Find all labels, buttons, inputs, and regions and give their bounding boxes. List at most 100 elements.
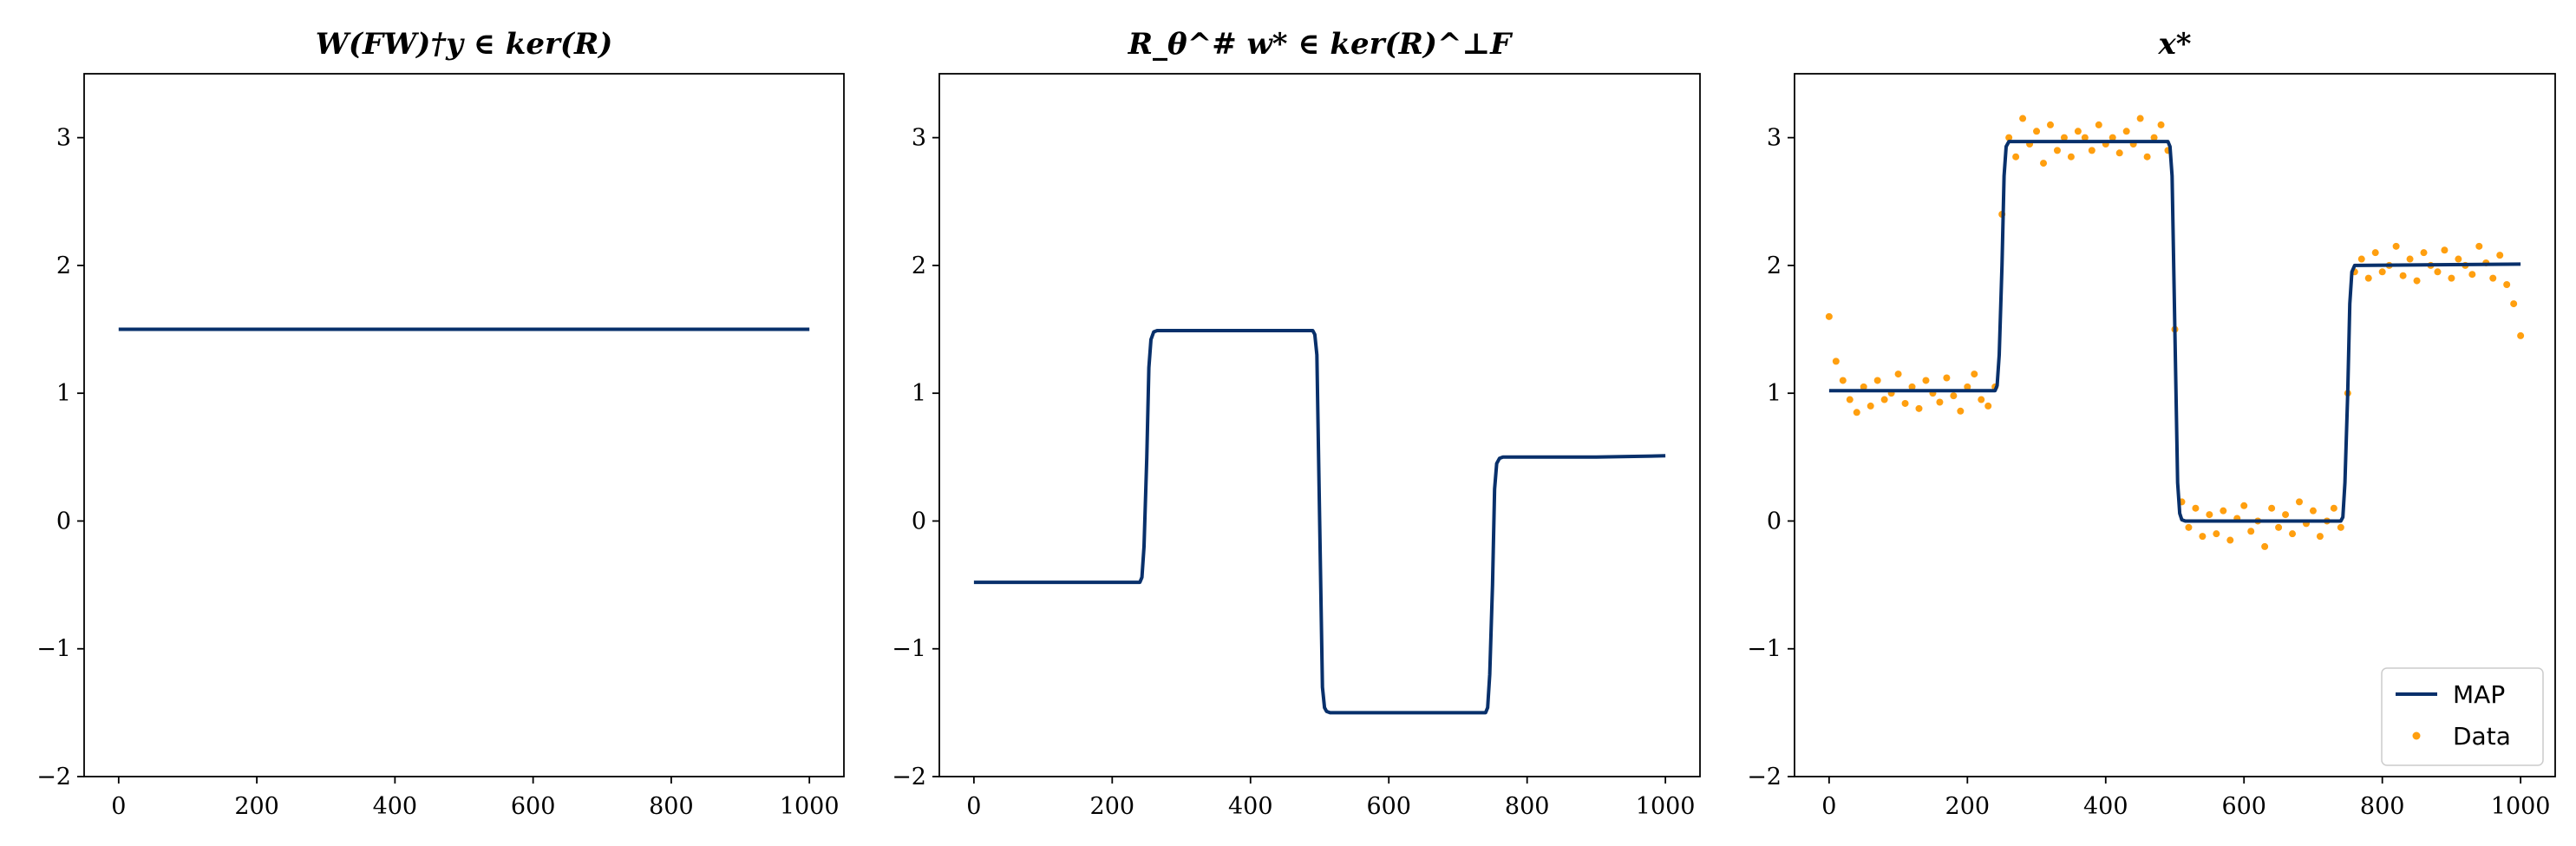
data-point [2330, 504, 2337, 512]
series-line [973, 329, 1666, 715]
axes-frame [1794, 73, 2556, 777]
x-tick-label: 0 [111, 793, 126, 820]
y-tick-label: 0 [1767, 508, 1782, 534]
x-tick-label: 1000 [1636, 793, 1696, 820]
data-point [2371, 249, 2379, 257]
data-point [2468, 271, 2476, 279]
data-point [1839, 377, 1847, 384]
data-point [2122, 128, 2130, 135]
axes-frame [938, 73, 1701, 777]
x-tick-label: 600 [511, 793, 556, 820]
data-point [1908, 383, 1916, 390]
data-point [2033, 128, 2041, 135]
data-point [2053, 147, 2061, 154]
data-point [2275, 523, 2283, 531]
data-point [2247, 528, 2255, 535]
data-point [2316, 533, 2324, 541]
y-tick-label: 1 [912, 380, 926, 407]
data-point [1922, 377, 1930, 384]
data-point [1971, 371, 1978, 378]
data-point [2012, 153, 2020, 161]
y-tick-label: 2 [912, 252, 926, 279]
y-tick-label: −2 [1747, 764, 1782, 790]
data-point [2185, 523, 2193, 531]
y-tick-label: −2 [892, 764, 926, 790]
x-tick-label: 600 [2221, 793, 2266, 820]
data-point [2081, 134, 2089, 141]
panel-1: W(FW)†y ∈ ker(R) 0 200 400 600 800 1000 −2 −1 0 1 2… [36, 27, 845, 820]
data-point [2489, 274, 2497, 282]
data-point [2136, 115, 2144, 122]
x-tick-label: 200 [1090, 793, 1135, 820]
data-point [2067, 153, 2075, 161]
x-tick-label: 200 [234, 793, 279, 820]
data-point [2378, 268, 2386, 276]
data-point [2357, 255, 2365, 263]
data-point [2213, 530, 2220, 538]
x-tick-label: 0 [1821, 793, 1836, 820]
data-point [1873, 377, 1881, 384]
data-point [2240, 502, 2248, 509]
data-point [2192, 504, 2200, 512]
data-point [2095, 121, 2102, 128]
data-point [2220, 507, 2227, 515]
data-point [2399, 272, 2407, 279]
legend-label: Data [2453, 722, 2511, 751]
y-tick-label: 1 [1767, 380, 1782, 407]
data-point [2420, 249, 2428, 257]
x-tick-label: 800 [649, 793, 694, 820]
data-point [2406, 255, 2414, 263]
data-point [2309, 507, 2317, 515]
data-point [2199, 533, 2207, 541]
data-point [1894, 371, 1902, 378]
y-tick-label: 3 [1767, 125, 1782, 152]
y-tick-label: 1 [56, 380, 71, 407]
data-point [2496, 252, 2504, 259]
chart-title: R_θ^# w* ∈ ker(R)^⊥F [1128, 27, 1514, 62]
data-point [1867, 402, 1874, 410]
series-line-map [1828, 140, 2521, 523]
data-point [2074, 128, 2082, 135]
data-point [2441, 246, 2449, 254]
y-tick-label: 0 [912, 508, 926, 534]
data-point [1984, 402, 1992, 410]
chart-title: W(FW)†y ∈ ker(R) [316, 27, 613, 62]
data-point [2005, 134, 2013, 141]
legend: MAP Data [2381, 667, 2544, 766]
data-point [2157, 121, 2165, 128]
data-point [2206, 511, 2213, 519]
y-tick-label: −1 [1747, 636, 1782, 663]
data-point [1964, 383, 1971, 390]
x-tick-label: 1000 [780, 793, 840, 820]
data-point [2261, 542, 2269, 550]
y-tick-label: −1 [892, 636, 926, 663]
data-point [2060, 134, 2068, 141]
data-point [2517, 331, 2525, 339]
x-tick-label: 200 [1945, 793, 1991, 820]
data-point [2289, 530, 2297, 538]
data-point [2455, 255, 2462, 263]
x-tick-label: 800 [2360, 793, 2405, 820]
data-point [1936, 398, 1944, 406]
data-point [1950, 392, 1958, 400]
plot-area [84, 74, 844, 777]
x-tick-label: 600 [1366, 793, 1411, 820]
data-point [2475, 242, 2483, 250]
x-tick-label: 800 [1505, 793, 1550, 820]
data-point [2143, 153, 2151, 161]
data-point [2510, 300, 2518, 308]
data-point [2109, 134, 2116, 141]
axes-frame [83, 73, 845, 777]
data-point [1901, 399, 1909, 407]
data-point [2150, 134, 2158, 141]
y-tick-label: 0 [56, 508, 71, 534]
data-point [1846, 396, 1854, 403]
data-point [2413, 277, 2421, 285]
data-point [2434, 268, 2442, 276]
x-tick-label: 400 [1228, 793, 1273, 820]
data-point [1860, 383, 1867, 390]
data-point [2282, 511, 2290, 519]
panel-3: x* 0 200 400 600 800 1000 −2 −1 0 1 2 3 MAP Data [1747, 27, 2556, 820]
data-point [2296, 498, 2304, 506]
